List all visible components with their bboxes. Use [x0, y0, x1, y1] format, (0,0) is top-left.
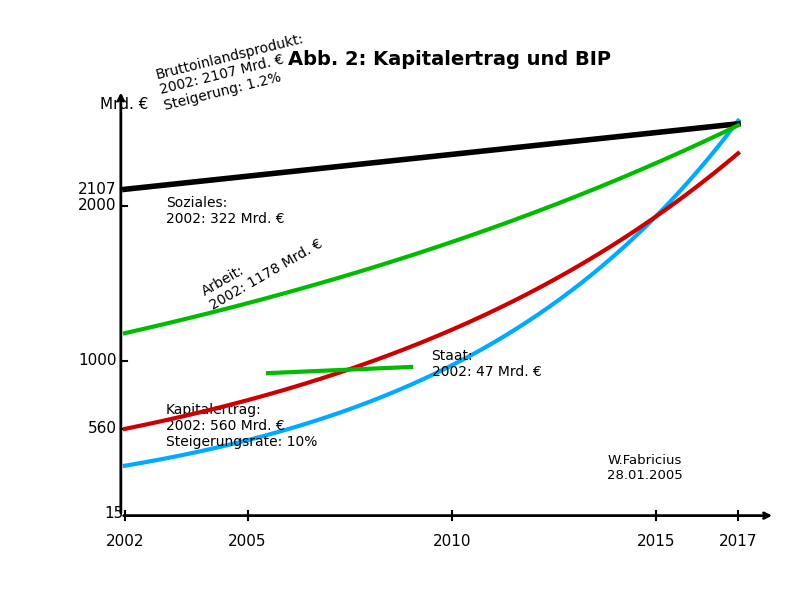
Text: 2005: 2005 — [229, 534, 267, 549]
Text: 2000: 2000 — [79, 198, 117, 214]
Text: Arbeit:
2002: 1178 Mrd. €: Arbeit: 2002: 1178 Mrd. € — [200, 223, 326, 313]
Title: Abb. 2: Kapitalertrag und BIP: Abb. 2: Kapitalertrag und BIP — [288, 51, 611, 69]
Text: Soziales:
2002: 322 Mrd. €: Soziales: 2002: 322 Mrd. € — [166, 196, 284, 226]
Text: 2015: 2015 — [637, 534, 676, 549]
Text: Mrd. €: Mrd. € — [100, 98, 148, 112]
Text: 2010: 2010 — [433, 534, 471, 549]
Text: 2107: 2107 — [79, 182, 117, 197]
Text: Bruttoinlandsprodukt:
2002: 2107 Mrd. €
Steigerung: 1.2%: Bruttoinlandsprodukt: 2002: 2107 Mrd. € … — [155, 31, 314, 113]
Text: 560: 560 — [88, 421, 117, 436]
Text: W.Fabricius
28.01.2005: W.Fabricius 28.01.2005 — [607, 453, 683, 481]
Text: 15: 15 — [105, 506, 124, 521]
Text: 2017: 2017 — [719, 534, 757, 549]
Text: Kapitalertrag:
2002: 560 Mrd. €
Steigerungsrate: 10%: Kapitalertrag: 2002: 560 Mrd. € Steigeru… — [166, 403, 317, 449]
Text: 2002: 2002 — [106, 534, 145, 549]
Text: Staat:
2002: 47 Mrd. €: Staat: 2002: 47 Mrd. € — [431, 349, 542, 379]
Text: 1000: 1000 — [79, 353, 117, 368]
